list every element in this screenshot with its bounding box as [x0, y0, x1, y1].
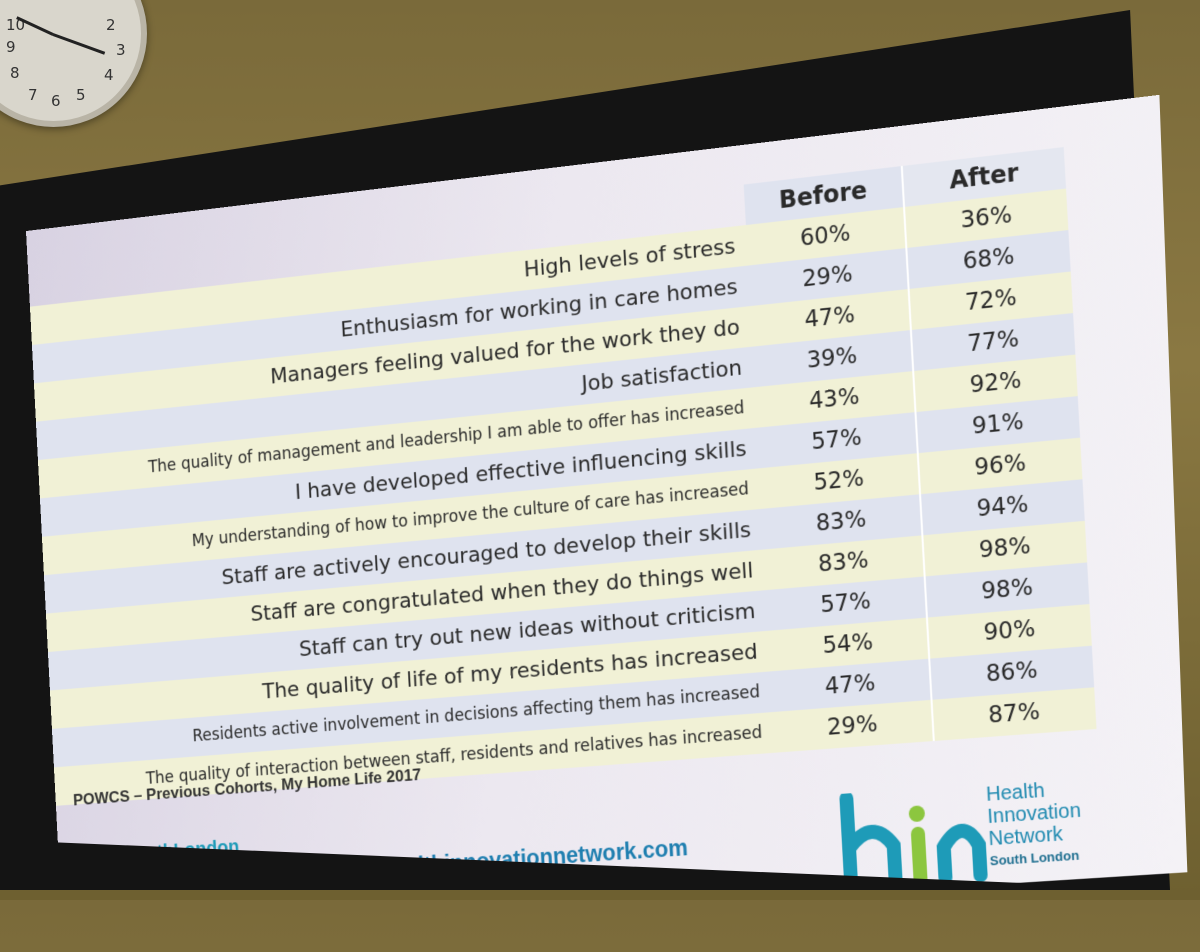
clock-numeral: 6 [51, 92, 61, 110]
logo-wordmark: Health Innovation Network South London [986, 777, 1085, 872]
results-table: Before After High levels of stress 60% 36%… [28, 145, 1115, 806]
tv-screen: Before After High levels of stress 60% 36%… [0, 0, 1200, 900]
clock-minute-hand [52, 33, 105, 55]
clock-numeral: 8 [10, 64, 20, 82]
clock-numeral: 9 [6, 38, 16, 56]
presentation-slide: Before After High levels of stress 60% 36%… [26, 95, 1200, 943]
clock-numeral: 7 [28, 86, 38, 104]
clock-numeral: 4 [104, 66, 114, 84]
clock-numeral: 5 [76, 86, 86, 104]
logo-line-south-london: South London [989, 844, 1084, 872]
clock-numeral: 3 [116, 41, 126, 59]
wall-clock: 10 2 9 3 8 4 7 6 5 [0, 0, 147, 127]
clock-numeral: 2 [106, 16, 116, 34]
